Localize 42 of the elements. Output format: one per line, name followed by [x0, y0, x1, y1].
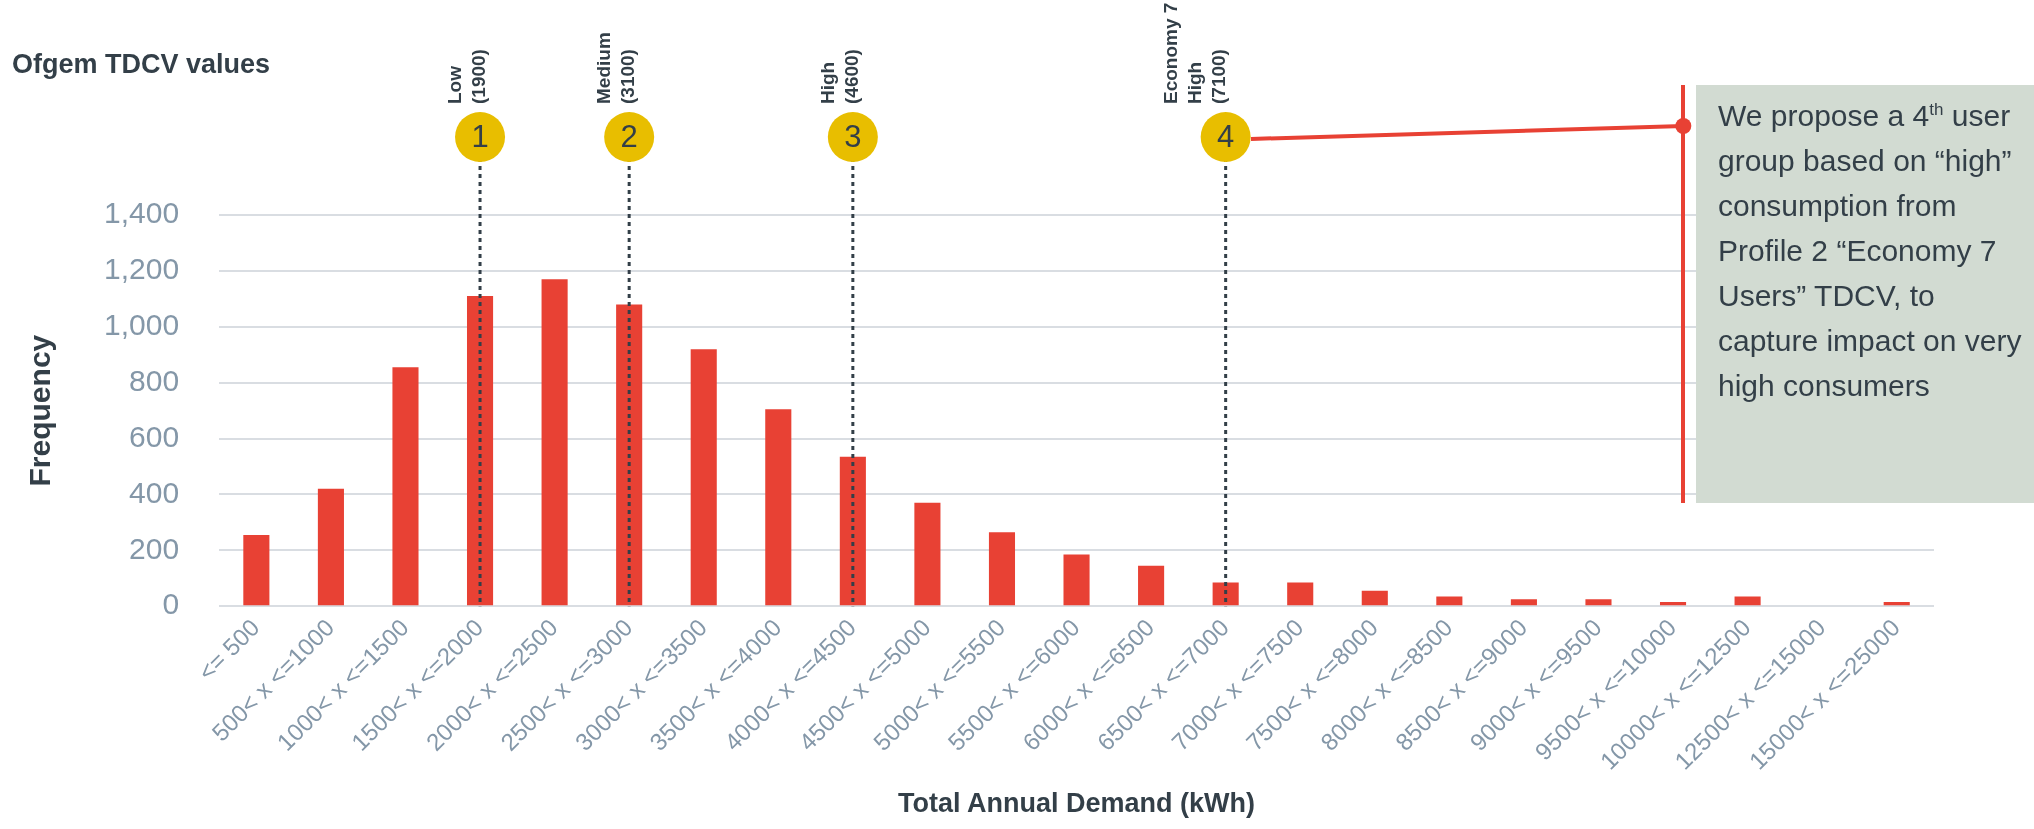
- y-axis-title: Frequency: [23, 334, 57, 487]
- y-tick-label: 400: [129, 475, 180, 509]
- bar: [988, 532, 1016, 606]
- bar: [1734, 596, 1761, 606]
- y-tick-label: 1,200: [104, 252, 180, 286]
- y-tick-label: 600: [129, 419, 180, 453]
- bar: [541, 279, 568, 606]
- bar: [1659, 602, 1687, 606]
- note-panel: We propose a 4$^{th}$ user group based on “high” consumption from Profile 2 “Economy 7 Users” TDCV, to capture impact on very high consumers: [1696, 85, 2034, 503]
- y-tick-label: 800: [129, 363, 180, 397]
- text: 1: [471, 118, 489, 154]
- y-tick-label: 200: [129, 531, 180, 565]
- bar: [243, 534, 270, 606]
- bar: [616, 304, 643, 606]
- bar: [839, 456, 866, 606]
- bar: [317, 488, 344, 606]
- text: 3: [844, 118, 862, 154]
- y-tick-label: 1,000: [104, 308, 180, 342]
- bar: [1585, 599, 1612, 606]
- ref-line-label: High (4600): [817, 49, 863, 104]
- bar: [914, 502, 941, 606]
- bar: [1883, 602, 1910, 606]
- bar: [466, 296, 494, 606]
- bar: [1063, 554, 1090, 606]
- ref-line-label: Medium (3100): [593, 32, 639, 104]
- x-axis-title: Total Annual Demand (kWh): [898, 788, 1256, 819]
- bar: [1510, 599, 1537, 606]
- text: 4: [1217, 118, 1235, 154]
- ref-line-label: Low (1900): [444, 49, 490, 104]
- bar: [392, 367, 419, 606]
- bar: [1361, 590, 1388, 606]
- text: 2: [620, 118, 638, 154]
- bar: [1212, 582, 1239, 606]
- bar: [765, 409, 792, 606]
- bar: [1287, 582, 1314, 606]
- bar: [1436, 596, 1463, 606]
- ref-line-label: Economy 7 High (7100): [1159, 2, 1229, 104]
- bar: [1138, 565, 1165, 606]
- y-tick-label: 1,400: [104, 196, 180, 230]
- y-tick-label: 0: [162, 587, 180, 621]
- chart-title: Ofgem TDCV values: [12, 49, 271, 80]
- bar: [690, 349, 717, 606]
